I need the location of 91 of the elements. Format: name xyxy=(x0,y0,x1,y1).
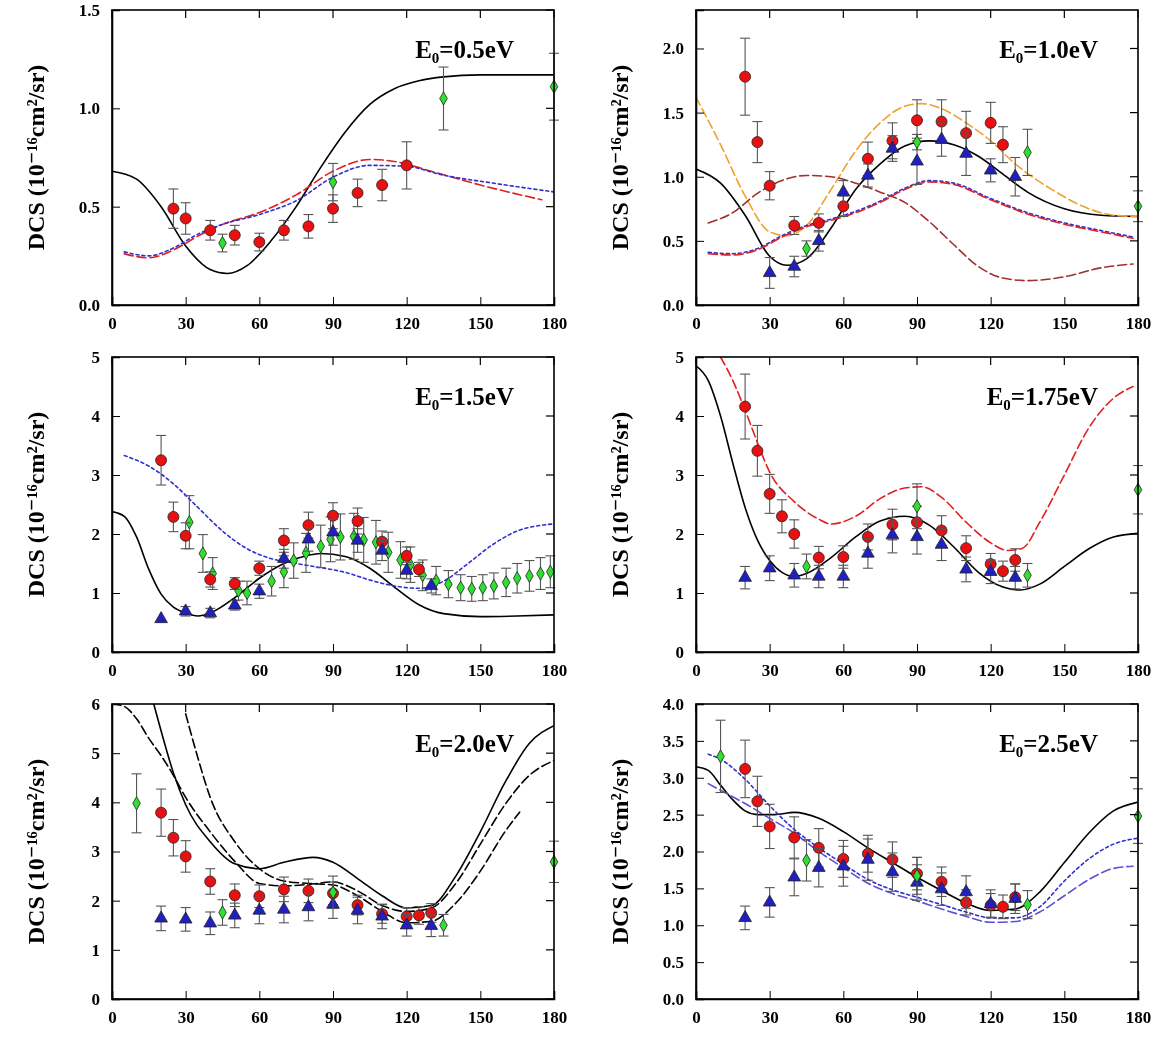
y-tick-label: 0.5 xyxy=(78,197,100,217)
y-tick-label: 3 xyxy=(675,465,684,485)
x-tick-label: 120 xyxy=(978,314,1004,334)
y-tick-label: 3.5 xyxy=(662,731,684,751)
x-tick-label: 120 xyxy=(394,661,420,681)
y-tick-label: 3 xyxy=(91,842,100,862)
x-tick-label: 0 xyxy=(692,1008,701,1028)
x-tick-label: 90 xyxy=(909,314,926,334)
y-axis-title: DCS (10⁻¹⁶cm²/sr) xyxy=(23,64,49,251)
y-tick-label: 1.5 xyxy=(662,879,684,899)
x-tick-label: 60 xyxy=(835,314,853,334)
x-tick-label: 30 xyxy=(761,314,779,334)
y-tick-label: 1 xyxy=(675,583,684,603)
y-tick-label: 0.5 xyxy=(662,953,684,973)
text: E₀=1.75eV xyxy=(986,383,1098,410)
x-tick-label: 90 xyxy=(325,1008,342,1028)
x-tick-label: 60 xyxy=(251,661,269,681)
y-tick-label: 2.5 xyxy=(662,805,684,825)
x-tick-label: 30 xyxy=(177,1008,195,1028)
y-tick-label: 0.0 xyxy=(78,295,100,315)
y-tick-label: 3.0 xyxy=(662,768,684,788)
x-tick-label: 150 xyxy=(1052,661,1078,681)
y-tick-label: 2.0 xyxy=(662,39,684,59)
x-tick-label: 30 xyxy=(761,1008,779,1028)
x-tick-label: 60 xyxy=(835,1008,853,1028)
y-tick-label: 1.0 xyxy=(78,99,100,119)
x-tick-label: 0 xyxy=(108,661,117,681)
y-tick-label: 0 xyxy=(91,989,100,1009)
y-tick-label: 1.5 xyxy=(78,0,100,20)
text: E₀=0.5eV xyxy=(415,36,514,63)
y-tick-label: 2.0 xyxy=(662,842,684,862)
x-tick-label: 0 xyxy=(108,314,117,334)
x-tick-label: 180 xyxy=(1125,314,1152,334)
x-tick-label: 90 xyxy=(909,1008,926,1028)
y-tick-label: 1.0 xyxy=(662,916,684,936)
y-tick-label: 4 xyxy=(91,406,101,426)
x-tick-label: 150 xyxy=(1052,314,1078,334)
y-tick-label: 3 xyxy=(91,465,100,485)
y-axis-title: DCS (10⁻¹⁶cm²/sr) xyxy=(607,64,633,251)
x-tick-label: 90 xyxy=(325,661,342,681)
x-tick-label: 180 xyxy=(541,661,568,681)
x-tick-label: 60 xyxy=(251,1008,269,1028)
y-tick-label: 4 xyxy=(91,793,101,813)
y-tick-label: 4 xyxy=(675,406,685,426)
x-tick-label: 30 xyxy=(761,661,779,681)
y-tick-label: 1.0 xyxy=(662,167,684,187)
x-tick-label: 0 xyxy=(692,661,701,681)
x-tick-label: 120 xyxy=(978,661,1004,681)
y-tick-label: 1 xyxy=(91,583,100,603)
y-tick-label: 2 xyxy=(91,891,100,911)
x-tick-label: 150 xyxy=(468,661,494,681)
y-tick-label: 5 xyxy=(675,347,684,367)
x-tick-label: 0 xyxy=(692,314,701,334)
y-tick-label: 0 xyxy=(91,642,100,662)
y-tick-label: 0 xyxy=(675,642,684,662)
text: E₀=2.0eV xyxy=(415,730,514,757)
x-tick-label: 60 xyxy=(835,661,853,681)
y-tick-label: 5 xyxy=(91,744,100,764)
y-axis-title: DCS (10⁻¹⁶cm²/sr) xyxy=(607,758,633,945)
x-tick-label: 180 xyxy=(1125,661,1152,681)
y-axis-title: DCS (10⁻¹⁶cm²/sr) xyxy=(23,411,49,598)
x-tick-label: 60 xyxy=(251,314,269,334)
y-tick-label: 2 xyxy=(675,524,684,544)
x-tick-label: 120 xyxy=(394,314,420,334)
y-tick-label: 1.5 xyxy=(662,103,684,123)
y-tick-label: 0.5 xyxy=(662,231,684,251)
text: E₀=1.5eV xyxy=(415,383,514,410)
x-tick-label: 30 xyxy=(177,314,195,334)
y-tick-label: 4.0 xyxy=(662,694,684,714)
y-tick-label: 6 xyxy=(91,694,100,714)
text: E₀=2.5eV xyxy=(999,730,1098,757)
y-tick-label: 0.0 xyxy=(662,989,684,1009)
x-tick-label: 30 xyxy=(177,661,195,681)
x-tick-label: 150 xyxy=(468,1008,494,1028)
x-tick-label: 150 xyxy=(1052,1008,1078,1028)
y-tick-label: 2 xyxy=(91,524,100,544)
x-tick-label: 180 xyxy=(1125,1008,1152,1028)
y-tick-label: 5 xyxy=(91,347,100,367)
x-tick-label: 180 xyxy=(541,1008,568,1028)
y-axis-title: DCS (10⁻¹⁶cm²/sr) xyxy=(23,758,49,945)
y-tick-label: 1 xyxy=(91,940,100,960)
x-tick-label: 150 xyxy=(468,314,494,334)
x-tick-label: 90 xyxy=(909,661,926,681)
y-axis-title: DCS (10⁻¹⁶cm²/sr) xyxy=(607,411,633,598)
x-tick-label: 180 xyxy=(541,314,568,334)
x-tick-label: 0 xyxy=(108,1008,117,1028)
x-tick-label: 120 xyxy=(978,1008,1004,1028)
x-tick-label: 120 xyxy=(394,1008,420,1028)
y-tick-label: 0.0 xyxy=(662,295,684,315)
x-tick-label: 90 xyxy=(325,314,342,334)
text: E₀=1.0eV xyxy=(999,36,1098,63)
